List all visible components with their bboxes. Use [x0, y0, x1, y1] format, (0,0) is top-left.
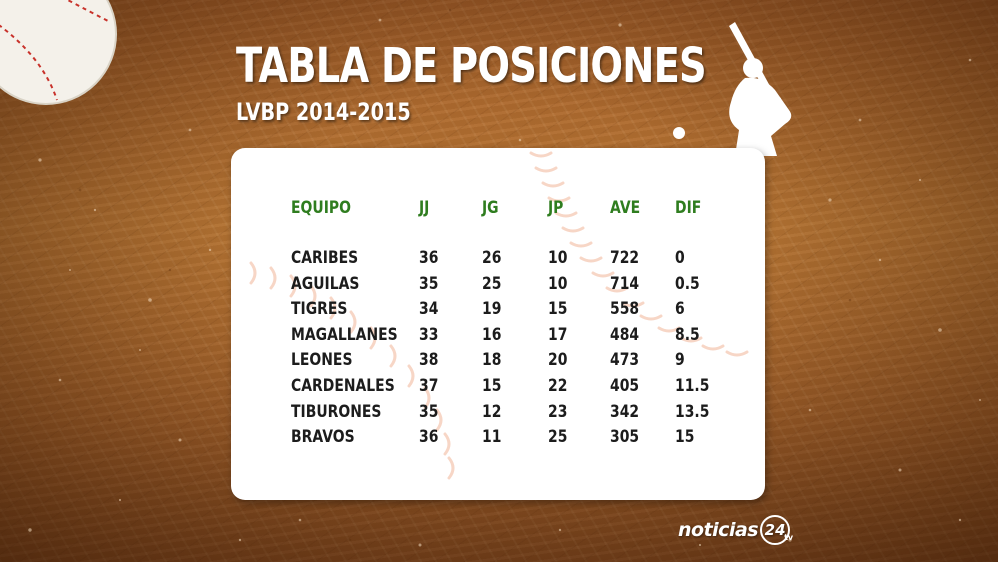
page-title: TABLA DE POSICIONES [236, 38, 707, 94]
column-header-jg: JG [482, 198, 499, 218]
column-header-jj: JJ [419, 198, 430, 218]
team-name: TIGRES [291, 299, 348, 320]
average: 405 [610, 375, 640, 396]
games-behind: 13.5 [675, 401, 710, 422]
games-played: 35 [419, 401, 439, 422]
average: 342 [610, 401, 640, 422]
games-played: 36 [419, 427, 439, 448]
games-behind: 11.5 [675, 375, 710, 396]
logo-suffix: tv [784, 532, 794, 542]
games-lost: 20 [548, 350, 568, 371]
games-won: 12 [482, 401, 502, 422]
team-name: CARIBES [291, 248, 359, 268]
standings-panel: EQUIPO JJ JG JP AVE DIF CARIBES 36 26 10… [231, 148, 765, 500]
baseball-icon [0, 0, 117, 105]
team-name: TIBURONES [291, 401, 382, 422]
games-won: 11 [482, 427, 502, 448]
games-played: 37 [419, 375, 439, 396]
games-played: 36 [419, 248, 439, 268]
games-lost: 15 [548, 299, 568, 320]
average: 484 [610, 324, 640, 345]
games-won: 16 [482, 324, 502, 345]
games-behind: 8.5 [675, 324, 700, 345]
column-header-dif: DIF [675, 198, 702, 218]
games-behind: 0 [675, 248, 685, 268]
team-name: MAGALLANES [291, 324, 398, 345]
games-behind: 0.5 [675, 273, 700, 294]
games-won: 26 [482, 248, 502, 268]
games-lost: 17 [548, 324, 568, 345]
average: 722 [610, 248, 640, 268]
team-name: AGUILAS [291, 273, 360, 294]
games-played: 35 [419, 273, 439, 294]
games-played: 38 [419, 350, 439, 371]
games-won: 25 [482, 273, 502, 294]
average: 558 [610, 299, 640, 320]
games-won: 15 [482, 375, 502, 396]
games-played: 34 [419, 299, 439, 320]
batter-silhouette-icon [673, 22, 792, 156]
seam-stitching-decoration [249, 151, 749, 480]
games-won: 19 [482, 299, 502, 320]
games-behind: 9 [675, 350, 685, 371]
team-name: BRAVOS [291, 427, 355, 448]
column-header-equipo: EQUIPO [291, 198, 351, 218]
team-name: CARDENALES [291, 375, 395, 396]
average: 473 [610, 350, 640, 371]
games-played: 33 [419, 324, 439, 345]
team-name: LEONES [291, 350, 353, 371]
games-lost: 23 [548, 401, 568, 422]
games-lost: 10 [548, 273, 568, 294]
games-behind: 6 [675, 299, 685, 320]
logo-text: noticias [678, 519, 759, 541]
column-header-ave: AVE [610, 198, 641, 218]
games-lost: 25 [548, 427, 568, 448]
games-lost: 22 [548, 375, 568, 396]
games-won: 18 [482, 350, 502, 371]
games-behind: 15 [675, 427, 695, 448]
average: 714 [610, 273, 640, 294]
average: 305 [610, 427, 640, 448]
games-lost: 10 [548, 248, 568, 268]
logo-number: 24 [760, 515, 791, 545]
noticias24-logo: noticias 24 tv [678, 515, 793, 545]
column-header-jp: JP [548, 198, 564, 218]
page-subtitle: LVBP 2014-2015 [236, 98, 411, 126]
